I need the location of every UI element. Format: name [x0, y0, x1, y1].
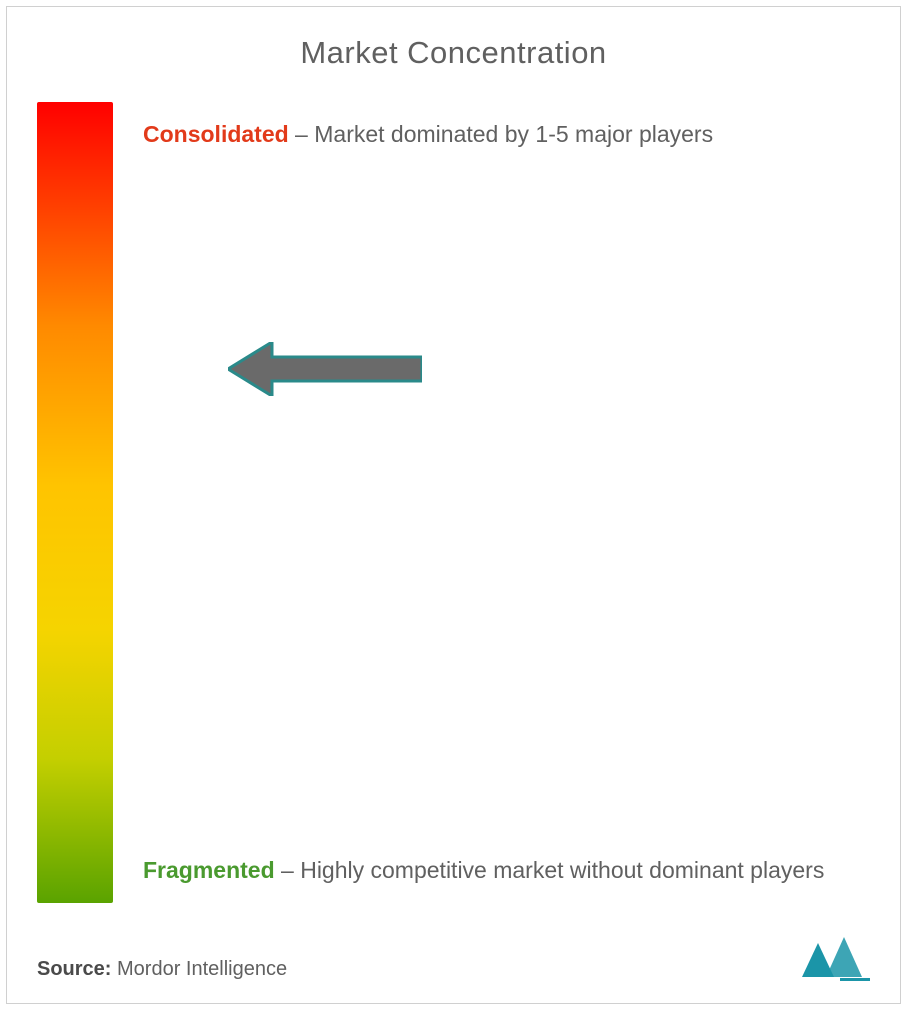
footer: Source: Mordor Intelligence: [37, 933, 870, 981]
labels-area: Consolidated – Market dominated by 1-5 m…: [113, 102, 870, 903]
mordor-logo-icon: [798, 933, 870, 981]
consolidated-highlight: Consolidated: [143, 121, 289, 147]
fragmented-text: – Highly competitive market without domi…: [275, 857, 825, 883]
consolidated-text: – Market dominated by 1-5 major players: [289, 121, 713, 147]
fragmented-label: Fragmented – Highly competitive market w…: [143, 846, 850, 895]
page-title: Market Concentration: [7, 7, 900, 71]
arrow-left-icon: [228, 342, 422, 396]
consolidated-label: Consolidated – Market dominated by 1-5 m…: [143, 110, 850, 159]
source-label: Source:: [37, 958, 111, 980]
fragmented-highlight: Fragmented: [143, 857, 275, 883]
indicator-arrow: [228, 342, 422, 401]
main-area: Consolidated – Market dominated by 1-5 m…: [37, 102, 870, 903]
source-value: Mordor Intelligence: [111, 958, 287, 980]
brand-logo: [798, 933, 870, 981]
concentration-gradient-bar: [37, 102, 113, 903]
infographic-frame: Market Concentration Consolidated – Mark…: [6, 6, 901, 1004]
source-line: Source: Mordor Intelligence: [37, 958, 287, 981]
